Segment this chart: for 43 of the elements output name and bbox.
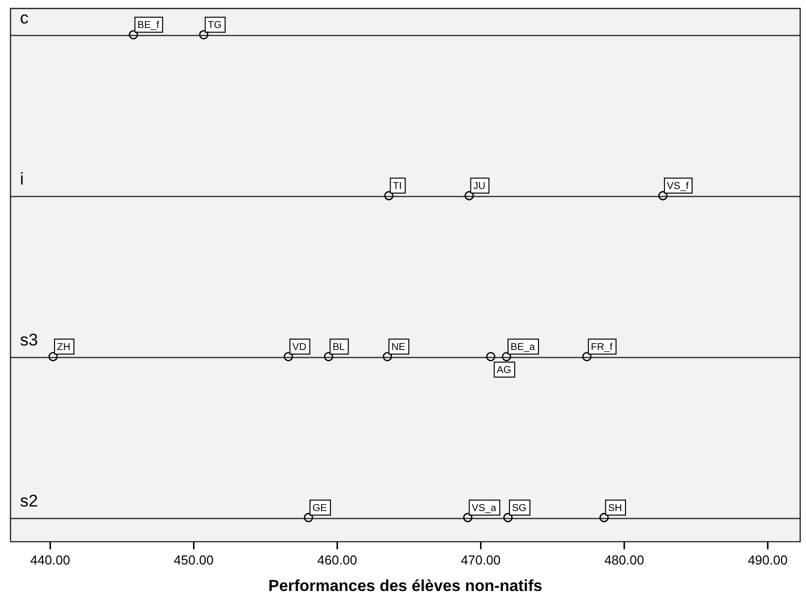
y-tick-label: i bbox=[20, 170, 24, 189]
data-label: JU bbox=[473, 180, 486, 192]
data-label: VS_f bbox=[666, 180, 689, 192]
point bbox=[599, 512, 609, 522]
point bbox=[503, 512, 513, 522]
point bbox=[486, 352, 496, 362]
point bbox=[284, 352, 294, 362]
point bbox=[382, 352, 392, 362]
data-label: VD bbox=[292, 342, 306, 353]
point bbox=[463, 512, 472, 522]
data-label: TI bbox=[392, 180, 402, 192]
data-label: GE bbox=[312, 502, 328, 514]
point bbox=[324, 352, 334, 362]
x-tick-label: 460.00 bbox=[317, 552, 358, 568]
x-tick-label: 450.00 bbox=[174, 552, 214, 568]
point bbox=[128, 30, 138, 40]
x-tick-label: 480.00 bbox=[604, 552, 644, 568]
point bbox=[582, 352, 592, 362]
data-label: VS_a bbox=[472, 502, 497, 514]
y-tick-label: s3 bbox=[20, 330, 38, 350]
point bbox=[48, 352, 58, 362]
y-tick-label: c bbox=[20, 8, 29, 28]
point bbox=[464, 191, 474, 200]
data-label: ZH bbox=[57, 342, 70, 353]
y-tick-label: s2 bbox=[20, 492, 38, 511]
data-label: BL bbox=[332, 342, 346, 353]
x-tick-label: 440.00 bbox=[30, 552, 70, 568]
x-tick-label: 470.00 bbox=[460, 552, 501, 568]
data-label: BE_f bbox=[137, 20, 160, 31]
data-label: SG bbox=[512, 502, 527, 514]
data-label: BE_a bbox=[510, 342, 536, 353]
point bbox=[384, 191, 394, 200]
data-label: FR_f bbox=[590, 342, 613, 353]
point bbox=[304, 512, 314, 522]
point bbox=[502, 352, 512, 362]
point bbox=[658, 191, 668, 200]
x-axis-title: Performances des élèves non-natifs bbox=[268, 578, 542, 595]
data-label: SH bbox=[608, 502, 622, 514]
data-label: AG bbox=[496, 364, 512, 376]
x-tick-label: 490.00 bbox=[748, 552, 788, 568]
data-label: TG bbox=[208, 20, 222, 31]
data-label: NE bbox=[391, 342, 406, 353]
point bbox=[199, 30, 208, 40]
